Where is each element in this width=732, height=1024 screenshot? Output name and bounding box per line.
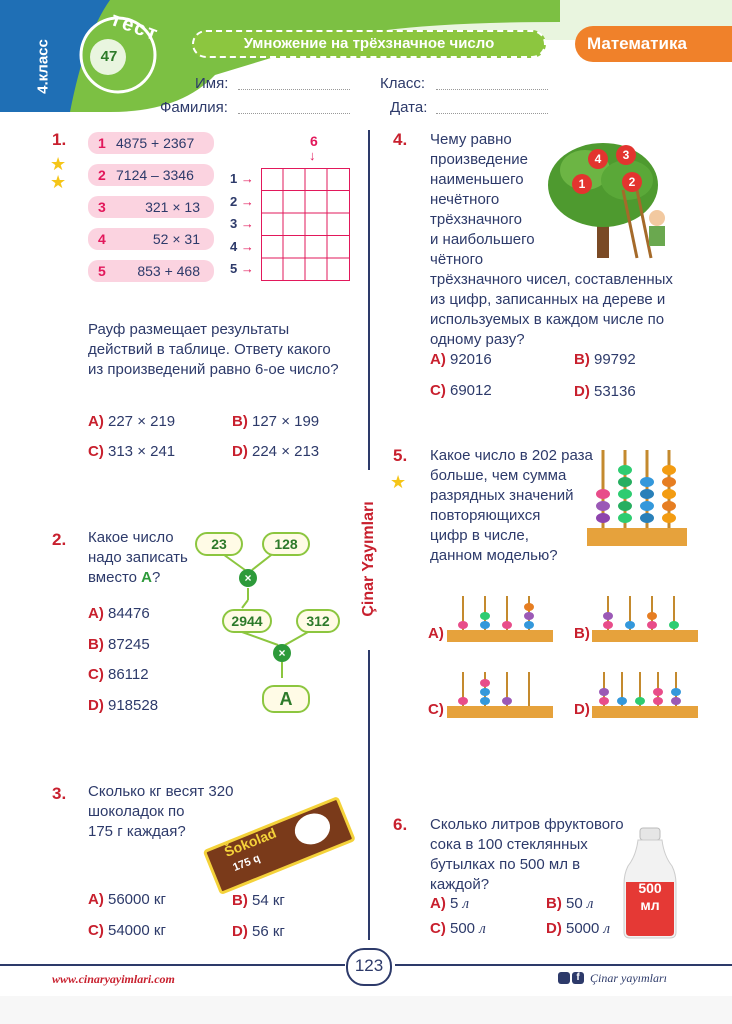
q5-number: 5. [393, 446, 408, 465]
apple-tree-image [548, 143, 665, 259]
q5-option-a[interactable]: A) [428, 625, 444, 642]
answer-symbol: A [141, 569, 153, 586]
grade-label: 4.класс [34, 39, 52, 94]
social-handle: Çinar yayımları [590, 971, 667, 985]
date-field[interactable] [436, 113, 548, 114]
q3-text: Сколько кг весят 320 шоколадок по 175 г ка… [88, 783, 234, 840]
apple-digit: 3 [616, 145, 636, 165]
q1-option-a[interactable]: A) 227 × 219 [88, 413, 176, 430]
footer: 123 www.cinaryayimlari.com f Çinar yayım… [0, 940, 732, 1024]
page-number: 123 [354, 956, 384, 975]
subject-title: Математика [587, 34, 687, 53]
date-label: Дата: [390, 99, 428, 116]
abacus-option-b-image [592, 596, 698, 642]
apple-digit: 2 [622, 172, 642, 192]
q2-number: 2. [52, 530, 67, 549]
website-link[interactable]: www.cinaryayimlari.com [52, 972, 175, 986]
header [0, 0, 732, 120]
bubble-value: 2944 [222, 609, 272, 633]
q2-option-b[interactable]: B) 87245 [88, 636, 150, 653]
q4-option-d[interactable]: D) 53136 [574, 383, 636, 400]
name-field[interactable] [238, 89, 350, 90]
q6-option-b[interactable]: B) 50 л [546, 895, 594, 912]
abacus-option-d-image [592, 672, 698, 718]
abacus-model-image [587, 450, 687, 546]
grid-row-label: 5 → [230, 261, 254, 276]
brand-vertical-box: Çinar Yayımları [354, 470, 384, 650]
grid-marker: 6 [310, 133, 318, 149]
q1-item: 1 4875 + 2367 [88, 132, 214, 154]
bubble-value: 312 [296, 609, 340, 633]
grid-row-label: 3 → [230, 216, 254, 231]
apple-digit: 4 [588, 149, 608, 169]
q1-text: Рауф размещает результаты действий в табл… [88, 321, 339, 378]
q3-option-c[interactable]: C) 54000 кг [88, 922, 166, 939]
q5-option-b[interactable]: B) [574, 625, 590, 642]
answer-bubble: A [262, 685, 310, 713]
star-icon: ★ [390, 472, 407, 492]
q3-option-a[interactable]: A) 56000 кг [88, 891, 166, 908]
q6-text: Сколько литров фруктового сока в 100 стек… [430, 816, 624, 893]
q4-option-b[interactable]: B) 99792 [574, 351, 636, 368]
class-label: Класс: [380, 75, 425, 92]
q1-option-c[interactable]: C) 313 × 241 [88, 443, 176, 460]
class-field[interactable] [436, 89, 548, 90]
apple-digit: 1 [572, 174, 592, 194]
abacus-option-c-image [447, 672, 553, 718]
q5-text: Какое число в 202 раза больше, чем сумма р… [430, 447, 593, 564]
topic-title: Умножение на трёхзначное число [243, 35, 495, 52]
surname-field[interactable] [238, 113, 350, 114]
q1-number: 1. [52, 130, 67, 149]
q5-option-c[interactable]: C) [428, 701, 444, 718]
grid-row-label: 2 → [230, 194, 254, 209]
q6-option-d[interactable]: D) 5000 л [546, 920, 611, 937]
q2-text: Какое число надо записать вместо A? [88, 529, 188, 586]
result-grid [261, 168, 350, 281]
arrow-down-icon: ↓ [309, 148, 316, 163]
q1-item: 2 7124 – 3346 [88, 164, 214, 186]
q4-text: Чему равно произведение наименьшего нечётн… [430, 131, 673, 348]
q3-number: 3. [52, 784, 67, 803]
q2-option-d[interactable]: D) 918528 [88, 697, 159, 714]
bubble-value: 23 [195, 532, 243, 556]
q3-option-d[interactable]: D) 56 кг [232, 923, 285, 940]
grid-row-label: 1 → [230, 171, 254, 186]
q4-option-c[interactable]: C) 69012 [430, 382, 492, 399]
q1-option-d[interactable]: D) 224 × 213 [232, 443, 320, 460]
q3-option-b[interactable]: B) 54 кг [232, 892, 285, 909]
star-icon: ★ ★ [50, 154, 67, 192]
bubble-value: 128 [262, 532, 310, 556]
q2-option-c[interactable]: C) 86112 [88, 666, 149, 683]
q6-option-a[interactable]: A) 5 л [430, 895, 470, 912]
header-background [0, 0, 732, 112]
q1-item: 5 853 + 468 [88, 260, 214, 282]
svg-text:×: × [244, 571, 251, 585]
juice-bottle-image [623, 827, 677, 939]
bottle-label: 500 мл [638, 880, 662, 913]
topic-banner: Умножение на трёхзначное число [192, 30, 546, 58]
q1-item: 4 52 × 31 [88, 228, 214, 250]
grid-row-label: 4 → [230, 239, 254, 254]
q4-number: 4. [393, 130, 408, 149]
instagram-icon[interactable] [558, 972, 570, 984]
q1-option-b[interactable]: B) 127 × 199 [232, 413, 320, 430]
q6-number: 6. [393, 815, 408, 834]
q1-item: 3 321 × 13 [88, 196, 214, 218]
q4-option-a[interactable]: A) 92016 [430, 351, 492, 368]
surname-label: Фамилия: [160, 99, 228, 116]
q2-option-a[interactable]: A) 84476 [88, 605, 150, 622]
name-label: Имя: [195, 75, 229, 92]
test-number: 47 [100, 48, 118, 65]
grade-label-box: 4.класс [22, 30, 62, 110]
abacus-option-a-image [447, 596, 553, 642]
subject-banner: Математика [575, 26, 732, 62]
q6-option-c[interactable]: C) 500 л [430, 920, 486, 937]
q5-option-d[interactable]: D) [574, 701, 590, 718]
brand-vertical: Çinar Yayımları [360, 501, 377, 617]
facebook-icon[interactable]: f [572, 972, 584, 984]
svg-text:×: × [278, 646, 285, 660]
